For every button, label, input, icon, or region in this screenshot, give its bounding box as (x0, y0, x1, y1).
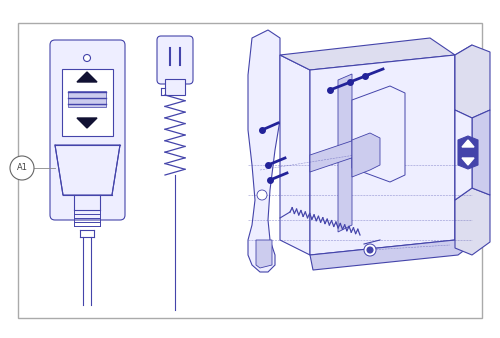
FancyBboxPatch shape (68, 91, 106, 107)
Polygon shape (455, 45, 490, 118)
Polygon shape (310, 228, 475, 270)
Polygon shape (280, 55, 310, 255)
Polygon shape (455, 188, 490, 255)
Polygon shape (280, 38, 455, 70)
Polygon shape (256, 240, 272, 268)
FancyBboxPatch shape (165, 79, 185, 95)
Polygon shape (352, 133, 380, 177)
Circle shape (367, 247, 373, 253)
Polygon shape (55, 145, 120, 195)
Polygon shape (458, 136, 478, 169)
FancyBboxPatch shape (157, 36, 193, 84)
FancyBboxPatch shape (62, 69, 113, 136)
Polygon shape (77, 118, 97, 128)
Polygon shape (77, 72, 97, 82)
Circle shape (364, 244, 376, 256)
Polygon shape (462, 158, 474, 165)
Polygon shape (248, 30, 280, 272)
Polygon shape (472, 110, 490, 195)
Circle shape (257, 190, 267, 200)
Polygon shape (310, 128, 390, 172)
Polygon shape (462, 140, 474, 147)
Polygon shape (338, 74, 352, 232)
Polygon shape (352, 86, 405, 182)
Polygon shape (455, 110, 472, 200)
Circle shape (10, 156, 34, 180)
Polygon shape (455, 45, 472, 240)
FancyBboxPatch shape (50, 40, 125, 220)
FancyBboxPatch shape (18, 23, 482, 318)
Polygon shape (310, 55, 455, 255)
Text: A1: A1 (16, 164, 28, 172)
Circle shape (84, 54, 90, 62)
